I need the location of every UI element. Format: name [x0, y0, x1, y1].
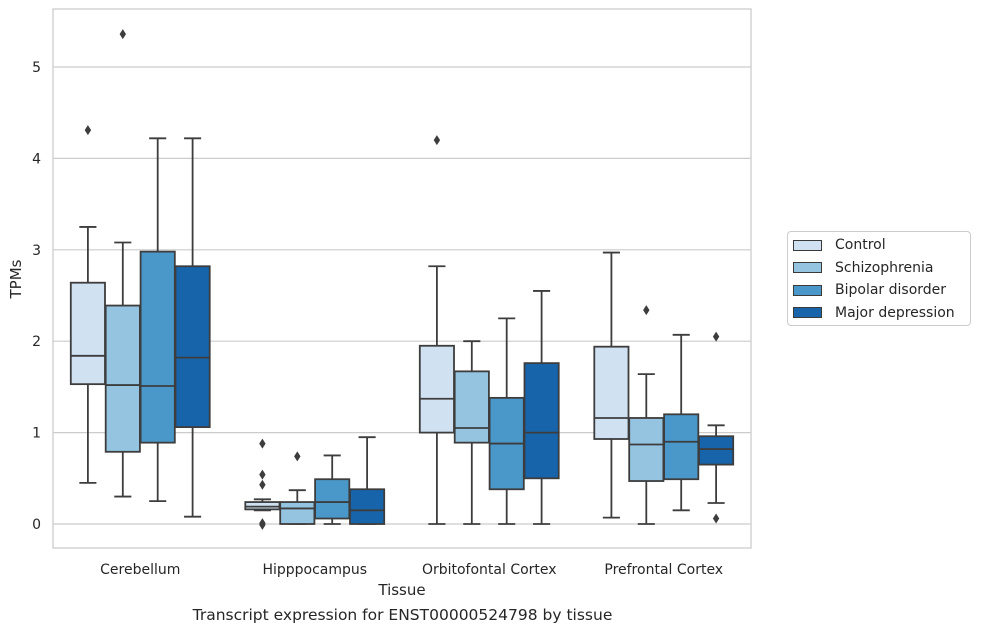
box-major-depression	[349, 436, 386, 525]
box-iqr	[628, 417, 665, 482]
y-tick-label: 4	[32, 151, 41, 167]
box-bipolar-disorder	[139, 137, 176, 503]
y-tick-label: 5	[32, 60, 41, 76]
box-iqr	[698, 435, 735, 466]
outlier-point	[712, 331, 720, 342]
outlier-point	[433, 135, 441, 146]
box-major-depression	[174, 137, 211, 518]
box-bipolar-disorder	[488, 317, 525, 525]
legend-label: Schizophrenia	[835, 259, 934, 276]
x-tick-label: Orbitofontal Cortex	[422, 562, 557, 578]
y-tick-label: 2	[32, 334, 41, 350]
box-control	[593, 251, 630, 519]
legend-swatch	[793, 284, 822, 296]
legend-swatch	[793, 262, 822, 273]
box-schizophrenia	[104, 29, 141, 498]
outlier-point	[712, 513, 720, 524]
outlier-point	[259, 469, 266, 480]
box-iqr	[314, 478, 351, 520]
y-tick-labels: 0 1 2 3 4 5	[32, 60, 41, 533]
legend-label: Major depression	[835, 304, 955, 321]
x-tick-label: Prefrontal Cortex	[604, 562, 723, 578]
outlier-point	[119, 29, 126, 40]
outlier-point	[643, 305, 650, 316]
box-major-depression	[523, 290, 560, 525]
legend-item: Major depression	[793, 304, 955, 322]
legend: Control Schizophrenia Bipolar disorder Majo…	[787, 231, 971, 326]
legend-swatch	[793, 239, 822, 251]
outlier-point	[259, 519, 266, 530]
outlier-point	[259, 479, 266, 490]
box-control	[69, 125, 106, 484]
chart-caption: Transcript expression for ENST0000052479…	[192, 606, 613, 624]
box-iqr	[593, 345, 630, 440]
box-iqr	[663, 413, 700, 481]
box-iqr	[104, 304, 141, 453]
y-axis-label: TPMs	[7, 259, 25, 299]
x-tick-label: Hipppocampus	[262, 562, 367, 578]
y-tick-label: 1	[32, 426, 41, 442]
box-groups	[69, 29, 735, 530]
box-schizophrenia	[628, 305, 665, 525]
outlier-point	[84, 125, 92, 136]
box-iqr	[139, 250, 176, 444]
box-major-depression	[698, 331, 735, 524]
box-iqr	[523, 362, 560, 480]
x-tick-label: Cerebellum	[100, 562, 180, 578]
x-tick-labels: Cerebellum Hipppocampus Orbitofontal Corte…	[100, 562, 723, 578]
legend-item: Bipolar disorder	[793, 281, 946, 299]
legend-label: Control	[835, 237, 886, 253]
legend-item: Control	[793, 236, 886, 254]
box-iqr	[279, 501, 316, 525]
box-iqr	[349, 488, 386, 525]
legend-label: Bipolar disorder	[835, 282, 947, 298]
box-iqr	[69, 281, 106, 386]
x-axis-label: Tissue	[377, 581, 425, 599]
box-iqr	[418, 344, 455, 434]
box-schizophrenia	[453, 340, 490, 525]
outlier-point	[259, 438, 266, 449]
outlier-point	[294, 451, 301, 462]
y-tick-label: 0	[32, 517, 41, 533]
y-tick-label: 3	[32, 243, 41, 259]
box-iqr	[174, 265, 211, 429]
box-bipolar-disorder	[314, 454, 351, 525]
box-iqr	[453, 370, 490, 444]
legend-swatch	[793, 307, 822, 318]
box-control	[418, 135, 455, 525]
box-iqr	[244, 501, 281, 511]
legend-item: Schizophrenia	[793, 259, 933, 277]
